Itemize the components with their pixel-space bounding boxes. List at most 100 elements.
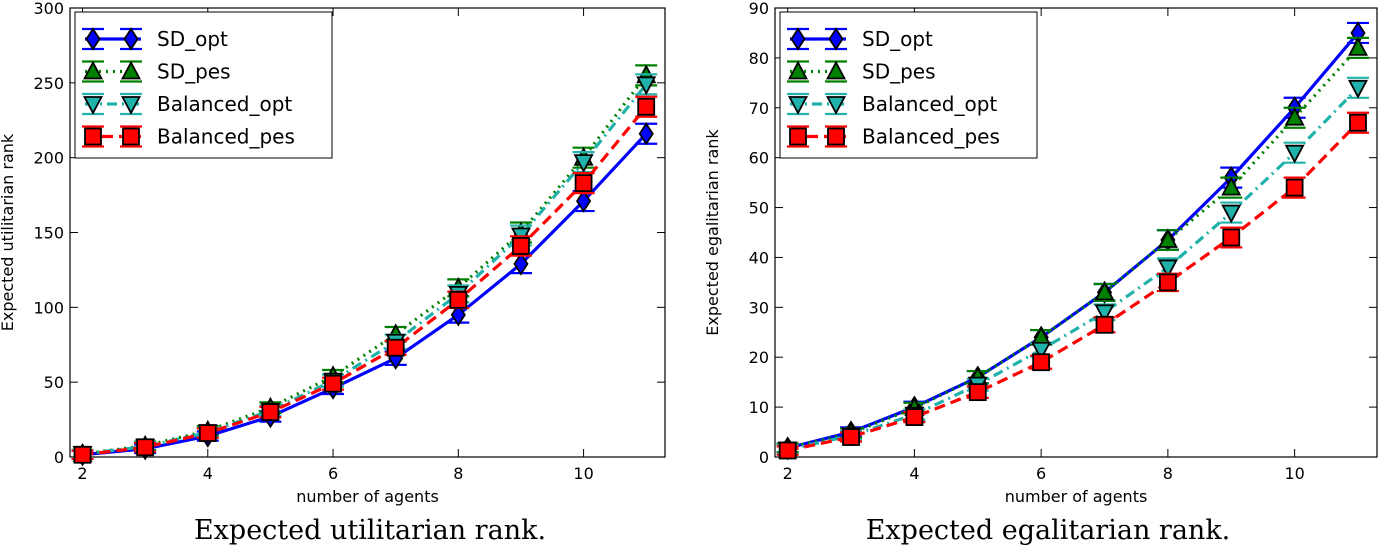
legend-label-balanced-pes: Balanced_pes: [157, 125, 295, 149]
data-point-balanced-opt: [1157, 259, 1178, 279]
x-tick-label: 4: [909, 464, 919, 483]
data-point-balanced-pes: [905, 408, 924, 426]
data-point-balanced-opt: [1284, 144, 1305, 164]
series-line-sd-opt: [82, 132, 648, 457]
legend-item-sd-opt: SD_opt: [787, 27, 933, 51]
y-tick-label: 40: [749, 248, 769, 267]
data-point-balanced-pes: [574, 174, 593, 193]
legend-item-balanced-pes: Balanced_pes: [82, 125, 295, 149]
series-line-sd-pes: [787, 46, 1360, 450]
legend-label-sd-pes: SD_pes: [862, 60, 936, 84]
legend-label-sd-opt: SD_opt: [157, 27, 228, 51]
series-line-balanced-opt: [787, 86, 1360, 452]
data-point-balanced-pes: [73, 445, 92, 464]
data-point-balanced-pes: [449, 290, 468, 309]
data-point-balanced-pes: [261, 403, 280, 422]
y-tick-label: 200: [33, 149, 64, 168]
legend-marker: [83, 96, 103, 115]
legend: SD_opt SD_pes Balanced_opt Balanced_pes: [779, 11, 1038, 159]
x-tick-label: 10: [573, 464, 593, 483]
data-point-balanced-pes: [1222, 228, 1241, 247]
data-point-sd-opt: [576, 189, 592, 213]
legend-item-sd-pes: SD_pes: [787, 60, 936, 84]
data-point-sd-pes: [1347, 36, 1368, 56]
y-tick-label: 100: [33, 298, 64, 317]
legend-label-balanced-opt: Balanced_opt: [862, 92, 997, 116]
data-point-sd-opt: [513, 252, 529, 276]
data-point-balanced-opt: [1031, 341, 1052, 361]
y-tick-label: 50: [44, 373, 64, 392]
data-point-balanced-pes: [637, 97, 656, 116]
data-point-balanced-opt: [1094, 304, 1115, 324]
data-point-balanced-pes: [1285, 178, 1304, 197]
legend-item-balanced-opt: Balanced_opt: [787, 92, 997, 116]
legend-marker: [83, 60, 103, 80]
legend-item-sd-pes: SD_pes: [82, 60, 231, 84]
data-point-sd-opt: [638, 122, 654, 146]
series-balanced-pes: [776, 111, 1369, 460]
legend-box: [779, 11, 1038, 159]
data-point-balanced-opt: [636, 76, 657, 96]
x-tick-label: 2: [783, 464, 793, 483]
legend-item-sd-opt: SD_opt: [82, 27, 228, 51]
legend: SD_opt SD_pes Balanced_opt Balanced_pes: [74, 11, 333, 159]
legend-marker: [121, 60, 141, 80]
legend-marker: [828, 27, 844, 51]
legend-marker: [123, 27, 139, 51]
data-point-balanced-opt: [1347, 79, 1368, 99]
legend-marker: [826, 60, 846, 80]
legend-item-balanced-opt: Balanced_opt: [82, 92, 292, 116]
legend-marker: [788, 96, 808, 115]
data-point-balanced-pes: [778, 441, 797, 460]
y-tick-label: 0: [759, 448, 769, 467]
y-tick-label: 60: [749, 149, 769, 168]
data-point-balanced-pes: [324, 374, 342, 393]
legend-marker: [788, 60, 808, 80]
data-point-balanced-pes: [136, 438, 155, 457]
series-line-sd-pes: [82, 74, 648, 456]
data-point-balanced-pes: [386, 338, 405, 357]
data-point-sd-pes: [1094, 281, 1115, 301]
x-tick-label: 4: [203, 464, 213, 483]
y-axis-label: Expected egalitarian rank: [703, 129, 722, 336]
y-tick-label: 30: [749, 298, 769, 317]
data-point-balanced-opt: [1221, 204, 1242, 224]
caption-utilitarian: Expected utilitarian rank.: [193, 515, 547, 546]
legend-box: [74, 11, 333, 159]
data-point-balanced-opt: [573, 154, 594, 174]
data-point-balanced-pes: [1095, 315, 1114, 334]
x-axis-label: number of agents: [296, 487, 439, 506]
x-tick-label: 2: [77, 464, 87, 483]
y-axis-label: Expected utilitarian rank: [0, 133, 17, 331]
legend-label-sd-pes: SD_pes: [157, 60, 231, 84]
data-point-balanced-pes: [842, 428, 860, 446]
legend-marker: [84, 127, 102, 146]
y-tick-label: 10: [749, 398, 769, 417]
x-axis-label: number of agents: [1005, 487, 1148, 506]
y-tick-label: 0: [54, 448, 64, 467]
y-tick-label: 150: [33, 224, 64, 243]
data-point-sd-pes: [1221, 176, 1242, 196]
legend-marker: [790, 27, 806, 51]
data-point-balanced-pes: [1032, 353, 1051, 372]
series-line-balanced-pes: [787, 121, 1360, 453]
data-point-balanced-pes: [1349, 113, 1367, 132]
data-point-balanced-pes: [1158, 273, 1177, 292]
legend-marker: [826, 96, 846, 115]
legend-marker: [85, 27, 101, 51]
data-point-balanced-pes: [198, 424, 217, 442]
legend-label-sd-opt: SD_opt: [862, 27, 933, 51]
data-point-sd-pes: [1284, 106, 1305, 126]
data-point-balanced-pes: [512, 237, 530, 255]
y-tick-label: 20: [749, 348, 769, 367]
x-tick-label: 8: [1163, 464, 1173, 483]
caption-egalitarian: Expected egalitarian rank.: [865, 515, 1231, 546]
legend-item-balanced-pes: Balanced_pes: [787, 125, 1000, 149]
y-tick-label: 50: [749, 199, 769, 218]
y-tick-label: 90: [749, 0, 769, 18]
series-balanced-pes: [71, 95, 658, 464]
series-line-balanced-pes: [82, 105, 648, 457]
data-point-sd-pes: [1157, 229, 1178, 248]
y-tick-label: 250: [33, 74, 64, 93]
